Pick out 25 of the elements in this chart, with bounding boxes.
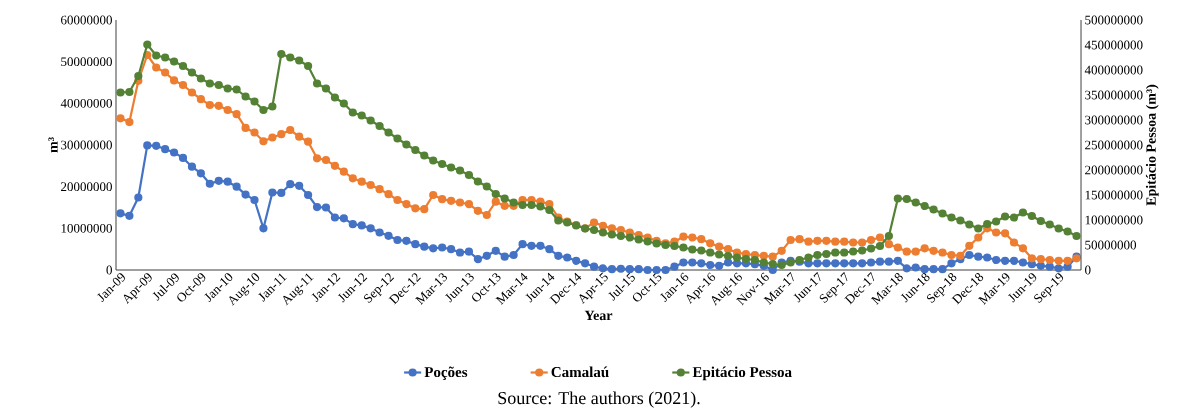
legend-label: Epitácio Pessoa (692, 366, 792, 381)
y2-tick-label: 350000000 (1085, 90, 1143, 100)
y-axis-title: m³ (48, 137, 58, 153)
y-tick-label: 30000000 (61, 140, 112, 150)
y2-tick-label: 400000000 (1084, 65, 1143, 75)
y2-axis-title: Epitácio Pessoa (m³) (1145, 84, 1159, 206)
legend-label: Camalaú (551, 366, 609, 378)
y2-tick-label: 150000000 (1085, 190, 1143, 200)
y2-tick-label: 250000000 (1085, 140, 1143, 150)
y-tick-label: 60000000 (61, 15, 112, 25)
y2-tick-label: 50000000 (1085, 240, 1137, 250)
y2-tick-label: 450000000 (1084, 40, 1143, 50)
y-tick-label: 0 (106, 265, 112, 275)
x-axis-title: Year (584, 310, 613, 321)
y2-tick-label: 0 (1085, 265, 1091, 275)
legend-label: Poções (424, 366, 468, 381)
y-tick-label: 50000000 (61, 57, 112, 67)
y2-tick-label: 500000000 (1085, 15, 1143, 25)
y2-tick-label: 200000000 (1085, 165, 1143, 175)
y-tick-label: 40000000 (60, 98, 112, 108)
y2-tick-label: 300000000 (1085, 115, 1143, 125)
source-note: Source: The authors (2021). (498, 391, 700, 408)
y2-tick-label: 100000000 (1085, 215, 1143, 225)
y-tick-label: 20000000 (61, 182, 112, 192)
y-tick-label: 10000000 (61, 223, 112, 233)
